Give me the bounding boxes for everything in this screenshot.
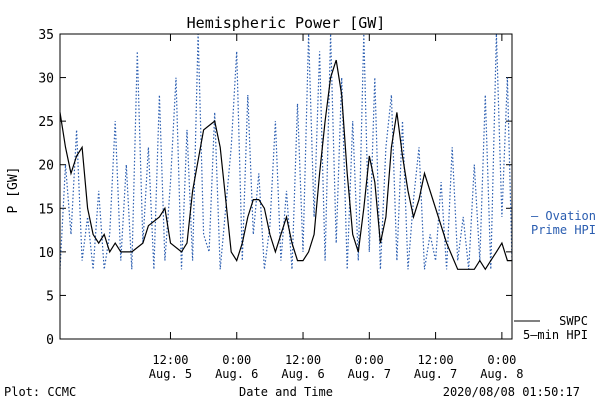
x-axis-label: Date and Time [239, 385, 333, 399]
series-layer [59, 33, 513, 271]
y-tick-label: 5 [46, 289, 54, 304]
series-line-swpc [59, 59, 512, 271]
y-tick-label: 30 [38, 72, 54, 87]
x-tick-time: 12:00 [285, 353, 321, 367]
x-tick-time: 0:00 [222, 353, 251, 367]
x-tick-time: 12:00 [418, 353, 454, 367]
y-tick-label: 0 [46, 333, 54, 348]
axis-ticks [60, 33, 512, 340]
chart-title: Hemispheric Power [GW] [187, 14, 386, 32]
y-tick-label: 10 [38, 246, 54, 261]
x-tick-time: 0:00 [487, 353, 516, 367]
legend-swpc-line2: 5—min HPI [523, 328, 588, 342]
x-tick-date: Aug. 6 [215, 367, 258, 381]
x-tick-time: 0:00 [355, 353, 384, 367]
y-axis-label: P [GW] [6, 167, 21, 214]
legend-ovation-line2: Prime HPI [531, 223, 596, 237]
series-line-ovation-prime [59, 33, 513, 270]
footer-plot-credit: Plot: CCMC [4, 385, 76, 399]
y-tick-label: 25 [38, 115, 54, 130]
x-tick-date: Aug. 8 [480, 367, 523, 381]
y-tick-label: 35 [38, 28, 54, 43]
x-tick-time: 12:00 [152, 353, 188, 367]
y-tick-label: 20 [38, 159, 54, 174]
x-tick-date: Aug. 5 [149, 367, 192, 381]
x-tick-date: Aug. 6 [281, 367, 324, 381]
plot-frame [59, 33, 513, 340]
y-tick-label: 15 [38, 202, 54, 217]
legend-ovation-line1: — Ovation [531, 209, 596, 223]
footer-timestamp: 2020/08/08 01:50:17 [443, 385, 580, 399]
x-tick-date: Aug. 7 [414, 367, 457, 381]
y-tick-labels: 0 5 10 15 20 25 30 35 [38, 28, 54, 348]
legend-swpc-line1: SWPC [559, 314, 588, 328]
x-tick-date: Aug. 7 [348, 367, 391, 381]
